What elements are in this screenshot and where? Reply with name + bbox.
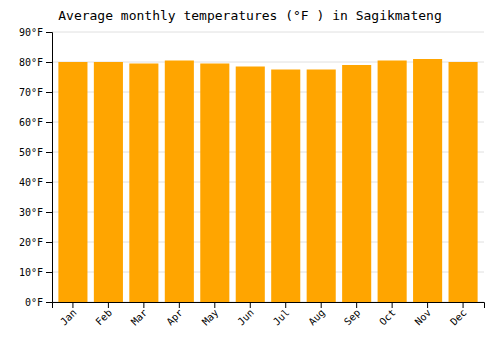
y-tick: 70°F	[19, 87, 52, 98]
y-axis: 0°F 10°F 20°F 30°F 40°F 50°F 60°F 70°F 80°F 90°F	[19, 27, 53, 308]
y-tick-mark	[46, 182, 52, 183]
y-tick-label: 90°F	[19, 27, 43, 38]
x-tick: Aug	[306, 302, 327, 328]
x-tick-mark	[392, 302, 393, 308]
y-tick: 0°F	[25, 297, 52, 308]
y-tick-mark	[46, 152, 52, 153]
y-tick-mark	[46, 92, 52, 93]
y-tick-mark	[46, 302, 52, 303]
y-tick: 20°F	[19, 237, 52, 248]
y-tick: 80°F	[19, 57, 52, 68]
bar	[236, 67, 265, 303]
y-tick-label: 70°F	[19, 87, 43, 98]
y-tick-label: 30°F	[19, 207, 43, 218]
bar	[449, 62, 478, 302]
x-tick: Jun	[235, 302, 256, 328]
bars	[58, 59, 477, 302]
axis-line	[53, 303, 485, 309]
x-tick-mark	[143, 302, 144, 308]
y-tick-mark	[46, 32, 52, 33]
y-tick-mark	[46, 122, 52, 123]
y-tick: 30°F	[19, 207, 52, 218]
x-tick-label: Mar	[129, 307, 150, 328]
x-axis: Jan Feb Mar Apr May Jun Jul Aug Sep Oct Nov Dec	[53, 302, 485, 328]
y-tick-label: 60°F	[19, 117, 43, 128]
y-tick-label: 20°F	[19, 237, 43, 248]
x-tick-mark	[214, 302, 215, 308]
x-tick-label: Dec	[448, 307, 469, 328]
bar	[342, 65, 371, 302]
grid	[52, 32, 484, 302]
y-tick-label: 40°F	[19, 177, 43, 188]
x-tick: Dec	[448, 302, 469, 328]
x-tick: Jan	[58, 302, 79, 328]
x-tick-label: Jun	[235, 307, 256, 328]
bar	[378, 61, 407, 303]
y-tick: 60°F	[19, 117, 52, 128]
x-tick-label: Jul	[271, 307, 292, 328]
x-tick-mark	[427, 302, 428, 308]
x-tick-mark	[250, 302, 251, 308]
x-tick: Mar	[129, 302, 150, 328]
y-tick: 10°F	[19, 267, 52, 278]
x-tick-mark	[463, 302, 464, 308]
x-tick: Sep	[342, 302, 363, 328]
y-tick-label: 0°F	[25, 297, 43, 308]
x-tick-label: May	[200, 307, 221, 328]
y-tick-mark	[46, 242, 52, 243]
y-tick-mark	[46, 272, 52, 273]
y-tick-mark	[46, 62, 52, 63]
x-tick-label: Oct	[377, 307, 398, 328]
y-tick: 40°F	[19, 177, 52, 188]
y-tick-label: 10°F	[19, 267, 43, 278]
bar	[307, 70, 336, 303]
x-tick: May	[200, 302, 221, 328]
bar	[271, 70, 300, 303]
bar	[165, 61, 194, 303]
x-tick-mark	[321, 302, 322, 308]
x-tick-label: Nov	[413, 307, 434, 328]
x-tick-label: Jan	[58, 307, 79, 328]
axis-line	[46, 33, 53, 303]
x-tick-label: Sep	[342, 307, 363, 328]
x-tick-mark	[285, 302, 286, 308]
y-tick-mark	[46, 212, 52, 213]
x-tick: Oct	[377, 302, 398, 328]
bar	[200, 64, 229, 303]
x-tick: Apr	[164, 302, 185, 328]
chart-svg: Jan Feb Mar Apr May Jun Jul Aug Sep Oct Nov Dec 0°F 1…	[0, 0, 500, 350]
x-tick: Nov	[413, 302, 434, 328]
bar	[413, 59, 442, 302]
x-tick-label: Aug	[306, 307, 327, 328]
x-tick-mark	[72, 302, 73, 308]
x-tick-label: Feb	[94, 307, 115, 328]
x-tick-mark	[179, 302, 180, 308]
y-tick: 50°F	[19, 147, 52, 158]
plot-area: Jan Feb Mar Apr May Jun Jul Aug Sep Oct Nov Dec 0°F 1…	[19, 27, 485, 328]
y-tick-label: 80°F	[19, 57, 43, 68]
y-tick: 90°F	[19, 27, 52, 38]
grid-line	[52, 32, 484, 33]
bar	[58, 62, 87, 302]
bar	[94, 62, 123, 302]
bar	[129, 64, 158, 303]
x-tick: Jul	[271, 302, 292, 328]
y-tick-label: 50°F	[19, 147, 43, 158]
x-tick-mark	[108, 302, 109, 308]
title: Average monthly temperatures (°F ) in Sa…	[58, 8, 442, 23]
x-tick: Feb	[94, 302, 115, 328]
x-tick-mark	[356, 302, 357, 308]
chart-container: Jan Feb Mar Apr May Jun Jul Aug Sep Oct Nov Dec 0°F 1…	[0, 0, 500, 350]
x-tick-label: Apr	[164, 307, 185, 328]
